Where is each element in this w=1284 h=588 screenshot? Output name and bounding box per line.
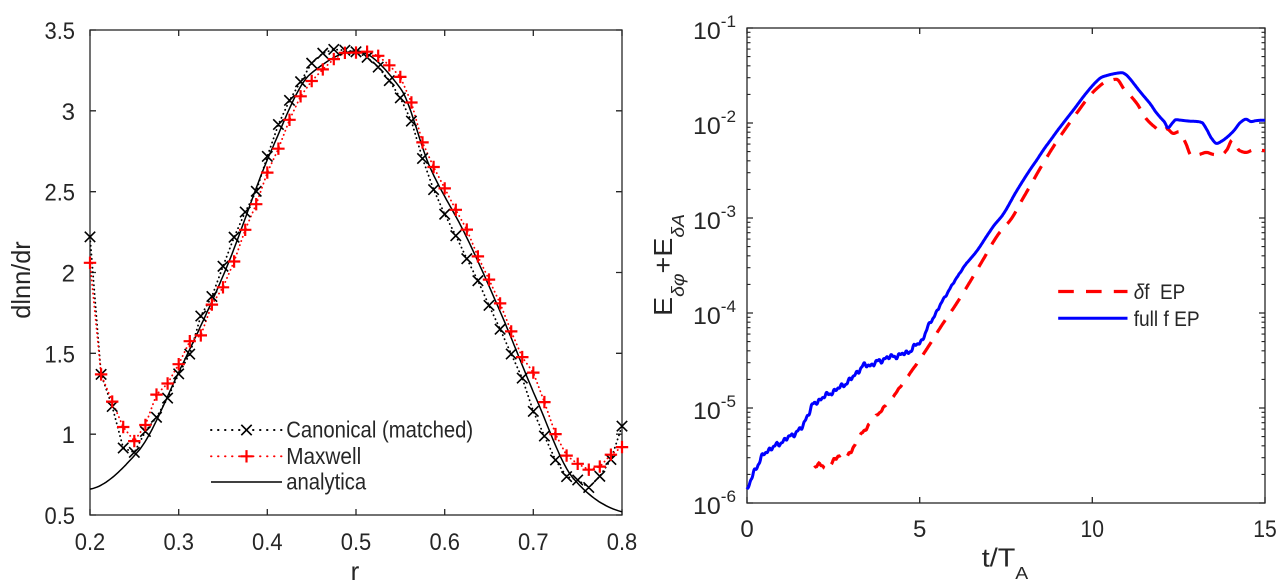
svg-text:Maxwell: Maxwell xyxy=(286,443,361,469)
svg-text:15: 15 xyxy=(1253,516,1277,543)
svg-text:10-1: 10-1 xyxy=(693,13,736,45)
svg-text:2.5: 2.5 xyxy=(45,180,76,207)
svg-text:Eδφ+EδA: Eδφ+EδA xyxy=(648,214,688,316)
svg-text:analytica: analytica xyxy=(286,469,367,495)
svg-text:0.5: 0.5 xyxy=(45,503,76,530)
svg-text:5: 5 xyxy=(913,516,926,543)
svg-text:δf EP: δf EP xyxy=(1134,280,1186,304)
svg-text:10-3: 10-3 xyxy=(693,203,736,235)
svg-text:10-6: 10-6 xyxy=(693,488,736,520)
svg-text:2: 2 xyxy=(62,261,75,288)
svg-text:10-2: 10-2 xyxy=(693,108,736,140)
svg-text:10-4: 10-4 xyxy=(693,298,736,330)
svg-text:0.2: 0.2 xyxy=(75,529,106,556)
svg-text:t/TA: t/TA xyxy=(982,543,1029,584)
svg-text:r: r xyxy=(351,556,360,586)
svg-text:1: 1 xyxy=(62,422,75,449)
svg-text:10: 10 xyxy=(1081,516,1105,543)
svg-text:3.5: 3.5 xyxy=(45,18,76,45)
svg-text:10-5: 10-5 xyxy=(693,393,736,425)
svg-text:0.5: 0.5 xyxy=(341,529,372,556)
svg-text:0.8: 0.8 xyxy=(607,529,638,556)
svg-text:0.6: 0.6 xyxy=(429,529,460,556)
svg-text:3: 3 xyxy=(62,99,75,126)
svg-text:0.4: 0.4 xyxy=(252,529,283,556)
svg-text:0.3: 0.3 xyxy=(163,529,194,556)
svg-text:dlnn/dr: dlnn/dr xyxy=(6,241,36,319)
svg-text:1.5: 1.5 xyxy=(45,341,76,368)
svg-text:full f EP: full f EP xyxy=(1134,307,1200,331)
svg-text:Canonical (matched): Canonical (matched) xyxy=(286,417,473,443)
svg-text:0: 0 xyxy=(740,516,753,543)
svg-text:0.7: 0.7 xyxy=(518,529,549,556)
